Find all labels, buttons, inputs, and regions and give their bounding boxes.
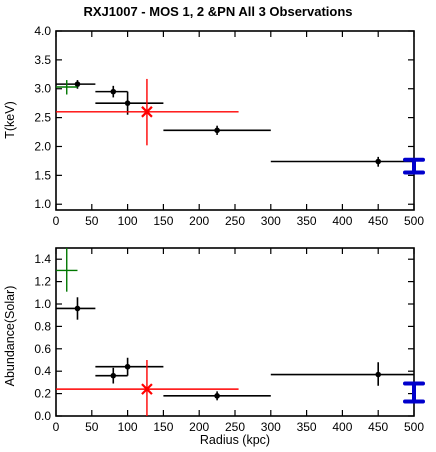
plot-frame-1 [55,247,415,417]
x-tick-label: 450 [368,214,388,228]
x-tick-label: 50 [85,420,99,434]
x-tick-label: 150 [153,420,173,434]
y-tick-label: 2.5 [34,111,51,125]
x-tick-label: 450 [368,420,388,434]
x-tick-label: 200 [189,214,209,228]
y-tick-label: 1.0 [34,197,51,211]
y-tick-label: 4.0 [34,24,51,38]
data-point [124,100,131,106]
x-tick-label: 0 [53,214,60,228]
y-tick-label: 1.5 [34,168,51,182]
y-tick-label: 0.4 [34,364,51,378]
x-tick-label: 500 [404,420,424,434]
x-marker-stroke [141,106,153,118]
y-tick-label: 1.2 [34,275,51,289]
data-point [110,88,117,95]
temperature-panel: T(keV) 1.0 1.5 2.0 2.5 3.0 3.5 4.0 0 50 100 150 200… [3,24,425,228]
data-point [375,158,382,165]
x-tick-label: 350 [297,214,317,228]
abundance-panel: Abundance(Solar) Radius (kpc) 0.0 0.2 0.4 0… [3,247,425,447]
temperature-y-label: T(keV) [3,101,17,139]
data-point [375,371,382,378]
y-tick-label: 1.4 [34,252,51,266]
data-point [74,305,81,312]
data-point [124,363,131,370]
chart-title: RXJ1007 - MOS 1, 2 &PN All 3 Observation… [83,4,352,19]
data-point [110,372,117,379]
x-tick-label: 500 [404,214,424,228]
x-tick-label: 350 [297,420,317,434]
y-tick-label: 0.8 [34,319,51,333]
y-tick-label: 2.0 [34,139,51,153]
x-tick-label: 100 [118,214,138,228]
plot-frame-0 [55,30,415,211]
x-tick-label: 0 [53,420,60,434]
x-tick-label: 50 [85,214,99,228]
y-tick-label: 0.0 [34,409,51,423]
x-tick-label: 300 [261,420,281,434]
y-tick-label: 3.0 [34,82,51,96]
radius-x-label: Radius (kpc) [200,433,270,447]
y-tick-label: 0.2 [34,387,51,401]
y-tick-label: 3.5 [34,53,51,67]
x-tick-label: 400 [332,420,352,434]
x-tick-label: 250 [225,214,245,228]
y-tick-label: 0.6 [34,342,51,356]
data-point [214,393,220,399]
x-tick-label: 400 [332,214,352,228]
x-tick-label: 250 [225,420,245,434]
data-point [74,81,81,87]
abundance-y-label: Abundance(Solar) [3,286,17,387]
x-tick-label: 150 [153,214,173,228]
x-marker-stroke [141,383,153,395]
y-tick-label: 1.0 [34,297,51,311]
x-tick-label: 300 [261,214,281,228]
x-tick-label: 200 [189,420,209,434]
data-point [214,127,220,134]
x-tick-label: 100 [118,420,138,434]
